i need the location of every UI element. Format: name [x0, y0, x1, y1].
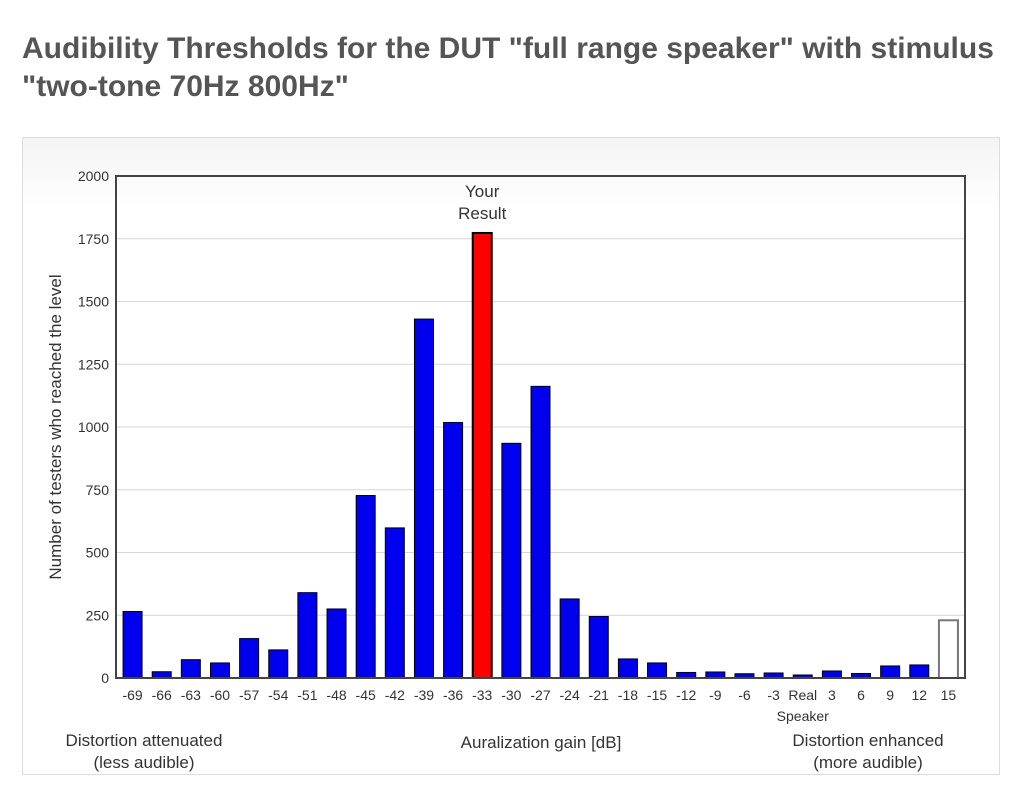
bar: [821, 670, 842, 679]
y-tick-label: 1500: [78, 294, 109, 310]
x-tick-label: -45: [356, 687, 376, 703]
x-tick-label: 12: [912, 687, 928, 703]
x-tick-label: -30: [501, 687, 521, 703]
x-tick-label: -15: [647, 687, 667, 703]
bar: [209, 662, 230, 679]
x-tick-label: -18: [618, 687, 638, 703]
bar: [501, 442, 522, 679]
x-tick-label: -12: [676, 687, 696, 703]
bar: [384, 527, 405, 679]
x-tick-label: 15: [941, 687, 957, 703]
x-tick-label: -33: [472, 687, 492, 703]
bar: [880, 665, 901, 679]
bar: [617, 658, 638, 679]
x-tick-label: -36: [443, 687, 463, 703]
page-title: Audibility Thresholds for the DUT "full …: [22, 32, 994, 103]
x-tick-label: 3: [828, 687, 836, 703]
right-caption-line1: Distortion enhanced: [792, 731, 943, 750]
x-tick-label: -60: [210, 687, 230, 703]
y-tick-label: 1750: [78, 231, 109, 247]
y-tick-label: 1000: [78, 419, 109, 435]
annotation-result: Result: [458, 204, 506, 223]
x-tick-label: -69: [122, 687, 142, 703]
y-tick-label: 500: [86, 545, 110, 561]
bar: [530, 385, 551, 679]
y-tick-label: 2000: [78, 168, 109, 184]
bar: [647, 662, 668, 679]
y-tick-labels: 0 250 500 750 1000 1250 1500 1750 2000: [78, 168, 109, 686]
bar: [937, 619, 959, 679]
bar: [180, 659, 201, 679]
x-tick-label: 6: [857, 687, 865, 703]
y-tick-label: 1250: [78, 356, 109, 372]
bar: [239, 638, 260, 679]
plot-frame: [115, 175, 966, 679]
x-tick-label: -57: [239, 687, 259, 703]
x-tick-label: -24: [560, 687, 580, 703]
bar: [471, 231, 493, 680]
bar: [297, 592, 318, 679]
right-caption-line2: (more audible): [813, 753, 923, 772]
left-caption-line2: (less audible): [93, 753, 194, 772]
x-tick-label: Real: [788, 687, 817, 703]
x-tick-label: -66: [152, 687, 172, 703]
x-tick-label: -21: [589, 687, 609, 703]
annotation-your: Your: [465, 182, 500, 201]
x-tick-label: Speaker: [777, 708, 829, 724]
y-axis-title: Number of testers who reached the level: [46, 274, 65, 579]
chart-card: 0 250 500 750 1000 1250 1500 1750 2000 -69 -66 -63…: [22, 137, 1000, 775]
x-tick-label: 9: [886, 687, 894, 703]
x-tick-labels: -69 -66 -63 -60 -57 -54 -51 -48 -45 -42 -39 -36 -33-…: [122, 687, 956, 724]
x-tick-label: -63: [181, 687, 201, 703]
bar: [326, 608, 347, 679]
x-tick-label: -3: [767, 687, 780, 703]
bars: [122, 231, 959, 680]
left-caption-line1: Distortion attenuated: [66, 731, 223, 750]
x-tick-label: -51: [297, 687, 317, 703]
x-tick-label: -54: [268, 687, 288, 703]
bar: [355, 495, 376, 679]
bar: [413, 318, 434, 679]
x-axis-title: Auralization gain [dB]: [461, 733, 622, 752]
x-tick-label: -6: [738, 687, 751, 703]
x-tick-label: -27: [530, 687, 550, 703]
bar: [443, 421, 464, 679]
bar: [122, 610, 143, 679]
y-tick-label: 750: [86, 482, 110, 498]
x-tick-label: -42: [385, 687, 405, 703]
bar: [909, 664, 930, 679]
y-tick-label: 0: [101, 670, 109, 686]
bar: [588, 616, 609, 679]
x-tick-label: -39: [414, 687, 434, 703]
x-tick-label: -48: [326, 687, 346, 703]
bar: [559, 598, 580, 679]
x-tick-label: -9: [709, 687, 722, 703]
bar: [268, 649, 289, 679]
y-tick-label: 250: [86, 607, 110, 623]
